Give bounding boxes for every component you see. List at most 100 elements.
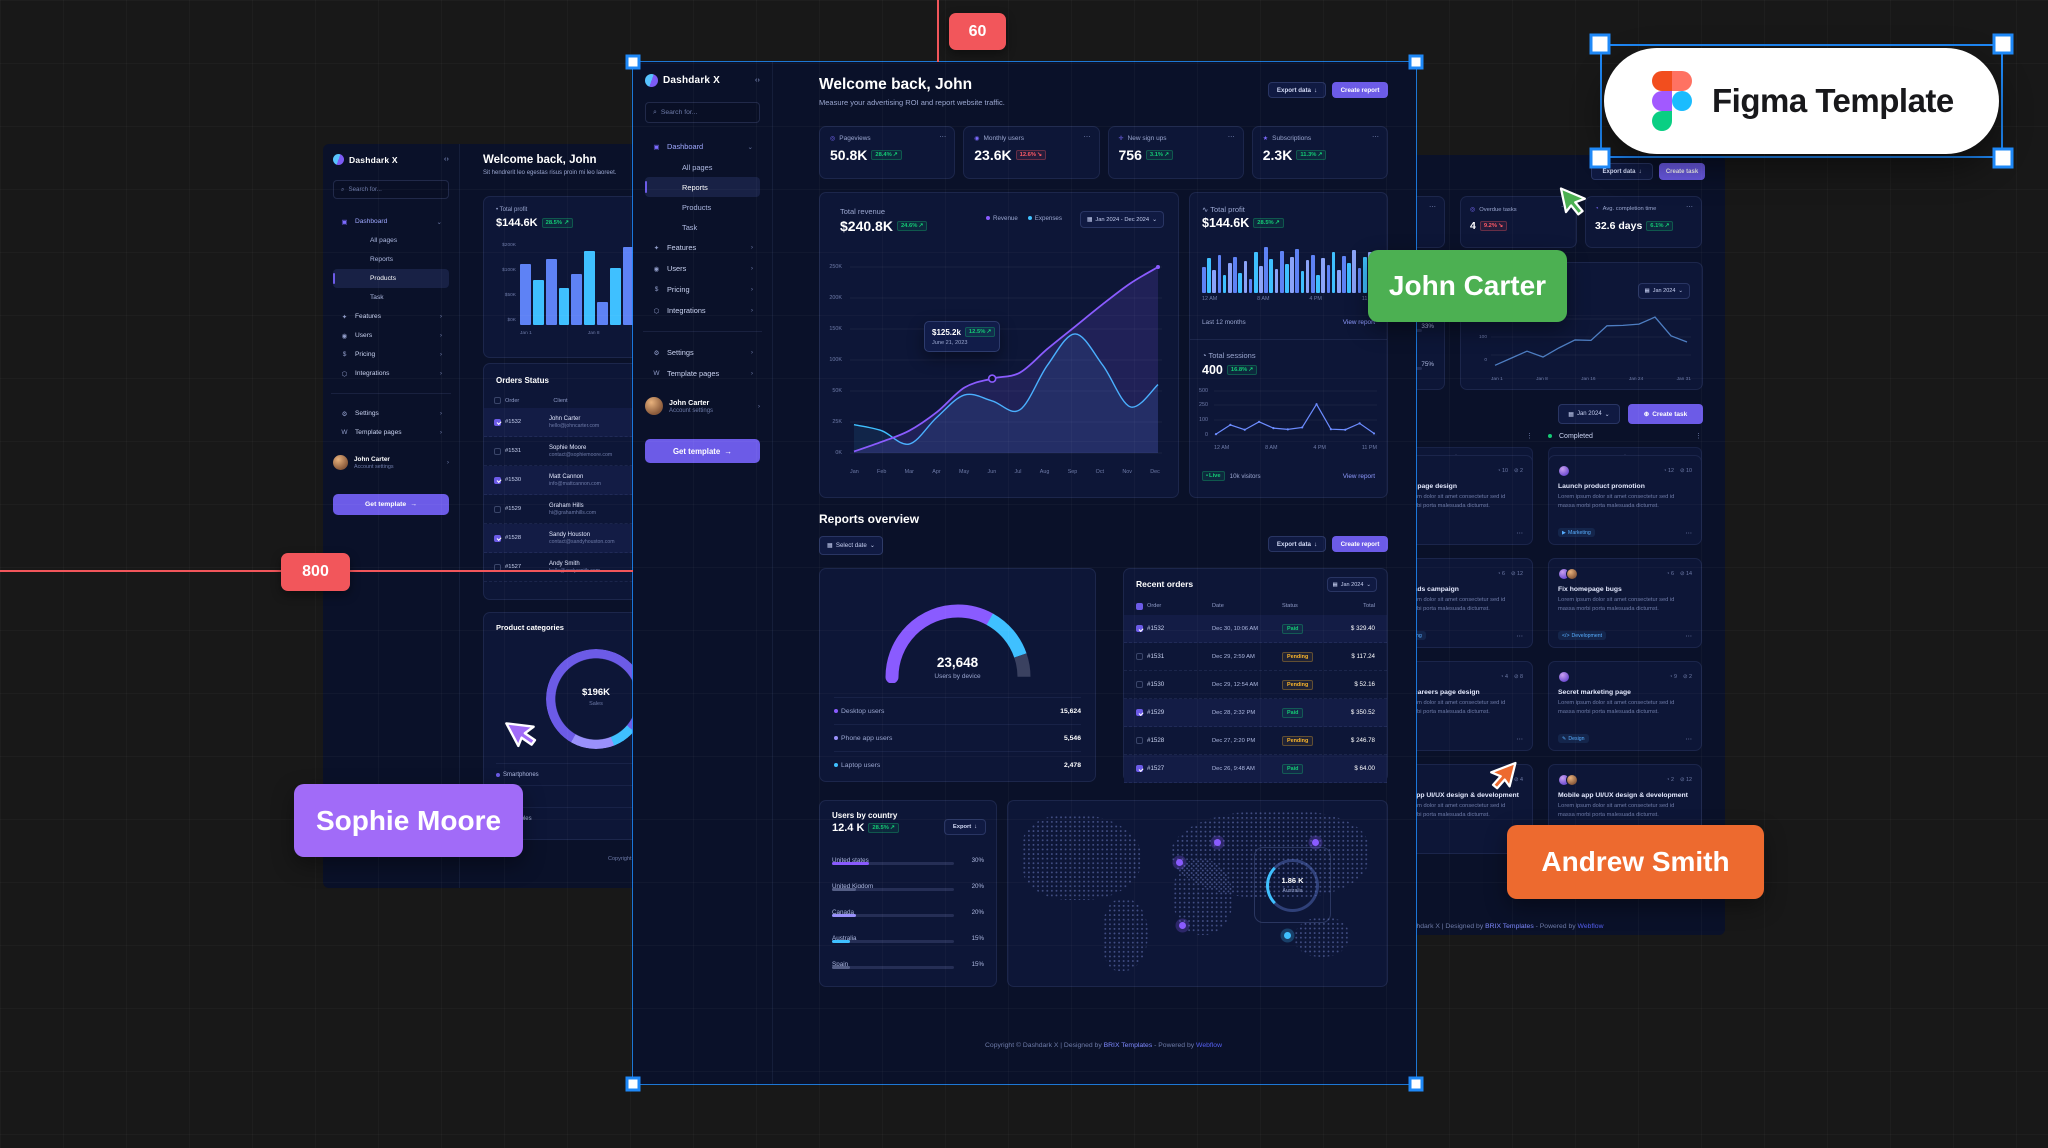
account-profile[interactable]: John Carter Account settings › — [645, 397, 760, 415]
table-row[interactable]: #1529 Dec 28, 2:32 PM Paid $ 350.52 — [1124, 699, 1387, 727]
nav-item[interactable]: Products — [645, 197, 760, 217]
more-icon[interactable]: ⋯ — [1685, 530, 1693, 537]
metric-card[interactable]: ★ Subscriptions ⋯ 2.3K 11.3% ↗ — [1251, 126, 1388, 179]
col-order[interactable]: Order — [1147, 603, 1162, 609]
search-input[interactable]: ⌕ Search for... — [645, 102, 760, 123]
table-row[interactable]: #1532 Dec 30, 10:06 AM Paid $ 329.40 — [1124, 615, 1387, 643]
brix-link[interactable]: BRIX Templates — [1103, 1042, 1153, 1049]
nav-item[interactable]: Reports — [645, 177, 760, 197]
nav-item[interactable]: ▣ Dashboard ⌄ — [333, 212, 449, 231]
nav-item[interactable]: ✦ Features › — [645, 237, 760, 258]
map-marker[interactable] — [1179, 922, 1186, 929]
row-checkbox[interactable] — [494, 476, 501, 484]
map-marker[interactable] — [1214, 839, 1221, 846]
metric-card[interactable]: ◉ Monthly users ⋯ 23.6K 12.6% ↘ — [963, 126, 1100, 179]
account-profile[interactable]: John Carter Account settings › — [333, 455, 449, 470]
task-card[interactable]: ◔ 9 ⊘ 2 Secret marketing page Lorem ipsu… — [1548, 661, 1702, 751]
nav-item[interactable]: W Template pages › — [645, 363, 760, 384]
nav-item[interactable]: All pages — [645, 157, 760, 177]
map-marker[interactable] — [1176, 859, 1183, 866]
period-dropdown[interactable]: ▦ Jan 2024 ⌄ — [1637, 283, 1690, 299]
column-menu-icon[interactable]: ⋮ — [1695, 433, 1702, 440]
nav-item[interactable]: Reports — [333, 250, 449, 269]
col-client[interactable]: Client — [553, 397, 568, 404]
more-icon[interactable]: ⋯ — [1083, 134, 1091, 141]
nav-item[interactable]: All pages — [333, 231, 449, 250]
create-report-button[interactable]: Create report — [1332, 82, 1388, 98]
row-checkbox[interactable] — [494, 505, 501, 513]
select-date-dropdown[interactable]: ▦ Select date ⌄ — [819, 536, 884, 555]
create-task-button[interactable]: ⊕ Create task — [1628, 404, 1703, 424]
nav-item[interactable]: ⬡ Integrations › — [645, 300, 760, 321]
table-row[interactable]: #1528 Dec 27, 2:20 PM Pending $ 246.78 — [1124, 727, 1387, 755]
create-report-button[interactable]: Create report — [1332, 536, 1388, 552]
export-button[interactable]: Export↓ — [944, 819, 986, 835]
more-icon[interactable]: ⋯ — [1372, 134, 1379, 141]
more-icon[interactable]: ⋯ — [1429, 204, 1436, 211]
selection-handle[interactable] — [1408, 54, 1424, 70]
nav-item[interactable]: ⬡ Integrations › — [333, 364, 449, 383]
create-task-button[interactable]: Create task — [1659, 163, 1705, 180]
get-template-button[interactable]: Get template → — [645, 439, 760, 463]
task-card[interactable]: ◔ 12 ⊘ 10 Launch product promotion Lorem… — [1548, 455, 1702, 545]
nav-item[interactable]: ◉ Users › — [333, 326, 449, 345]
row-checkbox[interactable] — [1136, 653, 1143, 660]
selection-handle[interactable] — [625, 1076, 641, 1092]
nav-item[interactable]: $ Pricing › — [333, 345, 449, 364]
nav-item[interactable]: $ Pricing › — [645, 279, 760, 300]
nav-item[interactable]: Task — [333, 288, 449, 307]
nav-item[interactable]: ⚙ Settings › — [645, 342, 760, 363]
task-tag[interactable]: </>Development — [1558, 631, 1607, 640]
search-input[interactable]: ⌕ Search for... — [333, 180, 449, 199]
metric-card[interactable]: ◎ Pageviews ⋯ 50.8K 28.4% ↗ — [819, 126, 956, 179]
more-icon[interactable]: ⋯ — [1516, 736, 1524, 743]
task-tag[interactable]: ✎ Design — [1558, 734, 1589, 743]
selection-handle[interactable] — [1589, 147, 1611, 169]
more-icon[interactable]: ⋯ — [1227, 134, 1235, 141]
nav-item[interactable]: ◉ Users › — [645, 258, 760, 279]
artboard-reports-page[interactable]: Dashdark X ‹› ⌕ Search for... ▣ Dashboar… — [632, 61, 1417, 1085]
selection-handle[interactable] — [1992, 33, 2014, 55]
date-range-dropdown[interactable]: ▦ Jan 2024 - Dec 2024 ⌄ — [1079, 211, 1164, 228]
nav-item[interactable]: Products — [333, 269, 449, 288]
select-all-checkbox[interactable] — [494, 397, 501, 404]
nav-item[interactable]: W Template pages › — [333, 423, 449, 442]
row-checkbox[interactable] — [1136, 765, 1143, 772]
export-data-button[interactable]: Export data ↓ — [1268, 82, 1326, 98]
nav-item[interactable]: ✦ Features › — [333, 307, 449, 326]
orders-period-dropdown[interactable]: ▦ Jan 2024 ⌄ — [1326, 577, 1377, 592]
view-report-link[interactable]: View report — [1342, 319, 1375, 326]
row-checkbox[interactable] — [494, 418, 501, 426]
row-checkbox[interactable] — [1136, 681, 1143, 688]
nav-item[interactable]: ▣ Dashboard ⌄ — [645, 136, 760, 157]
row-checkbox[interactable] — [1136, 625, 1143, 632]
nav-item[interactable]: Task — [645, 217, 760, 237]
collapse-icon[interactable]: ‹› — [443, 156, 449, 163]
brix-link[interactable]: BRIX Templates — [1485, 923, 1534, 930]
map-marker[interactable] — [1312, 839, 1319, 846]
task-tag[interactable]: ▶Marketing — [1558, 528, 1595, 537]
col-date[interactable]: Date — [1212, 603, 1224, 609]
metric-card[interactable]: ✛ New sign ups ⋯ 756 3.1% ↗ — [1107, 126, 1244, 179]
table-row[interactable]: #1531 Sophie Moore contact@sophiemoore.c… — [484, 437, 703, 466]
get-template-button[interactable]: Get template → — [333, 494, 449, 515]
webflow-link[interactable]: Webflow — [1196, 1042, 1222, 1049]
more-icon[interactable]: ⋯ — [1516, 530, 1524, 537]
col-order[interactable]: Order — [505, 397, 520, 404]
selection-handle[interactable] — [625, 54, 641, 70]
row-checkbox[interactable] — [494, 447, 501, 455]
table-row[interactable]: #1530 Dec 29, 12:54 AM Pending $ 52.16 — [1124, 671, 1387, 699]
col-status[interactable]: Status — [1282, 603, 1298, 609]
map-marker-australia[interactable] — [1284, 932, 1291, 939]
table-row[interactable]: #1527 Dec 26, 9:48 AM Paid $ 64.00 — [1124, 755, 1387, 783]
row-checkbox[interactable] — [494, 534, 501, 542]
selection-handle[interactable] — [1589, 33, 1611, 55]
more-icon[interactable]: ⋯ — [1686, 204, 1693, 211]
view-report-link[interactable]: View report — [1342, 472, 1375, 480]
row-checkbox[interactable] — [1136, 709, 1143, 716]
webflow-link[interactable]: Webflow — [1577, 923, 1604, 930]
task-card[interactable]: ◔ 6 ⊘ 14 Fix homepage bugs Lorem ipsum d… — [1548, 558, 1702, 648]
select-all-checkbox[interactable] — [1136, 602, 1143, 610]
table-row[interactable]: #1529 Graham Hills hi@grahamhills.com — [484, 495, 703, 524]
export-data-button[interactable]: Export data ↓ — [1268, 536, 1326, 552]
